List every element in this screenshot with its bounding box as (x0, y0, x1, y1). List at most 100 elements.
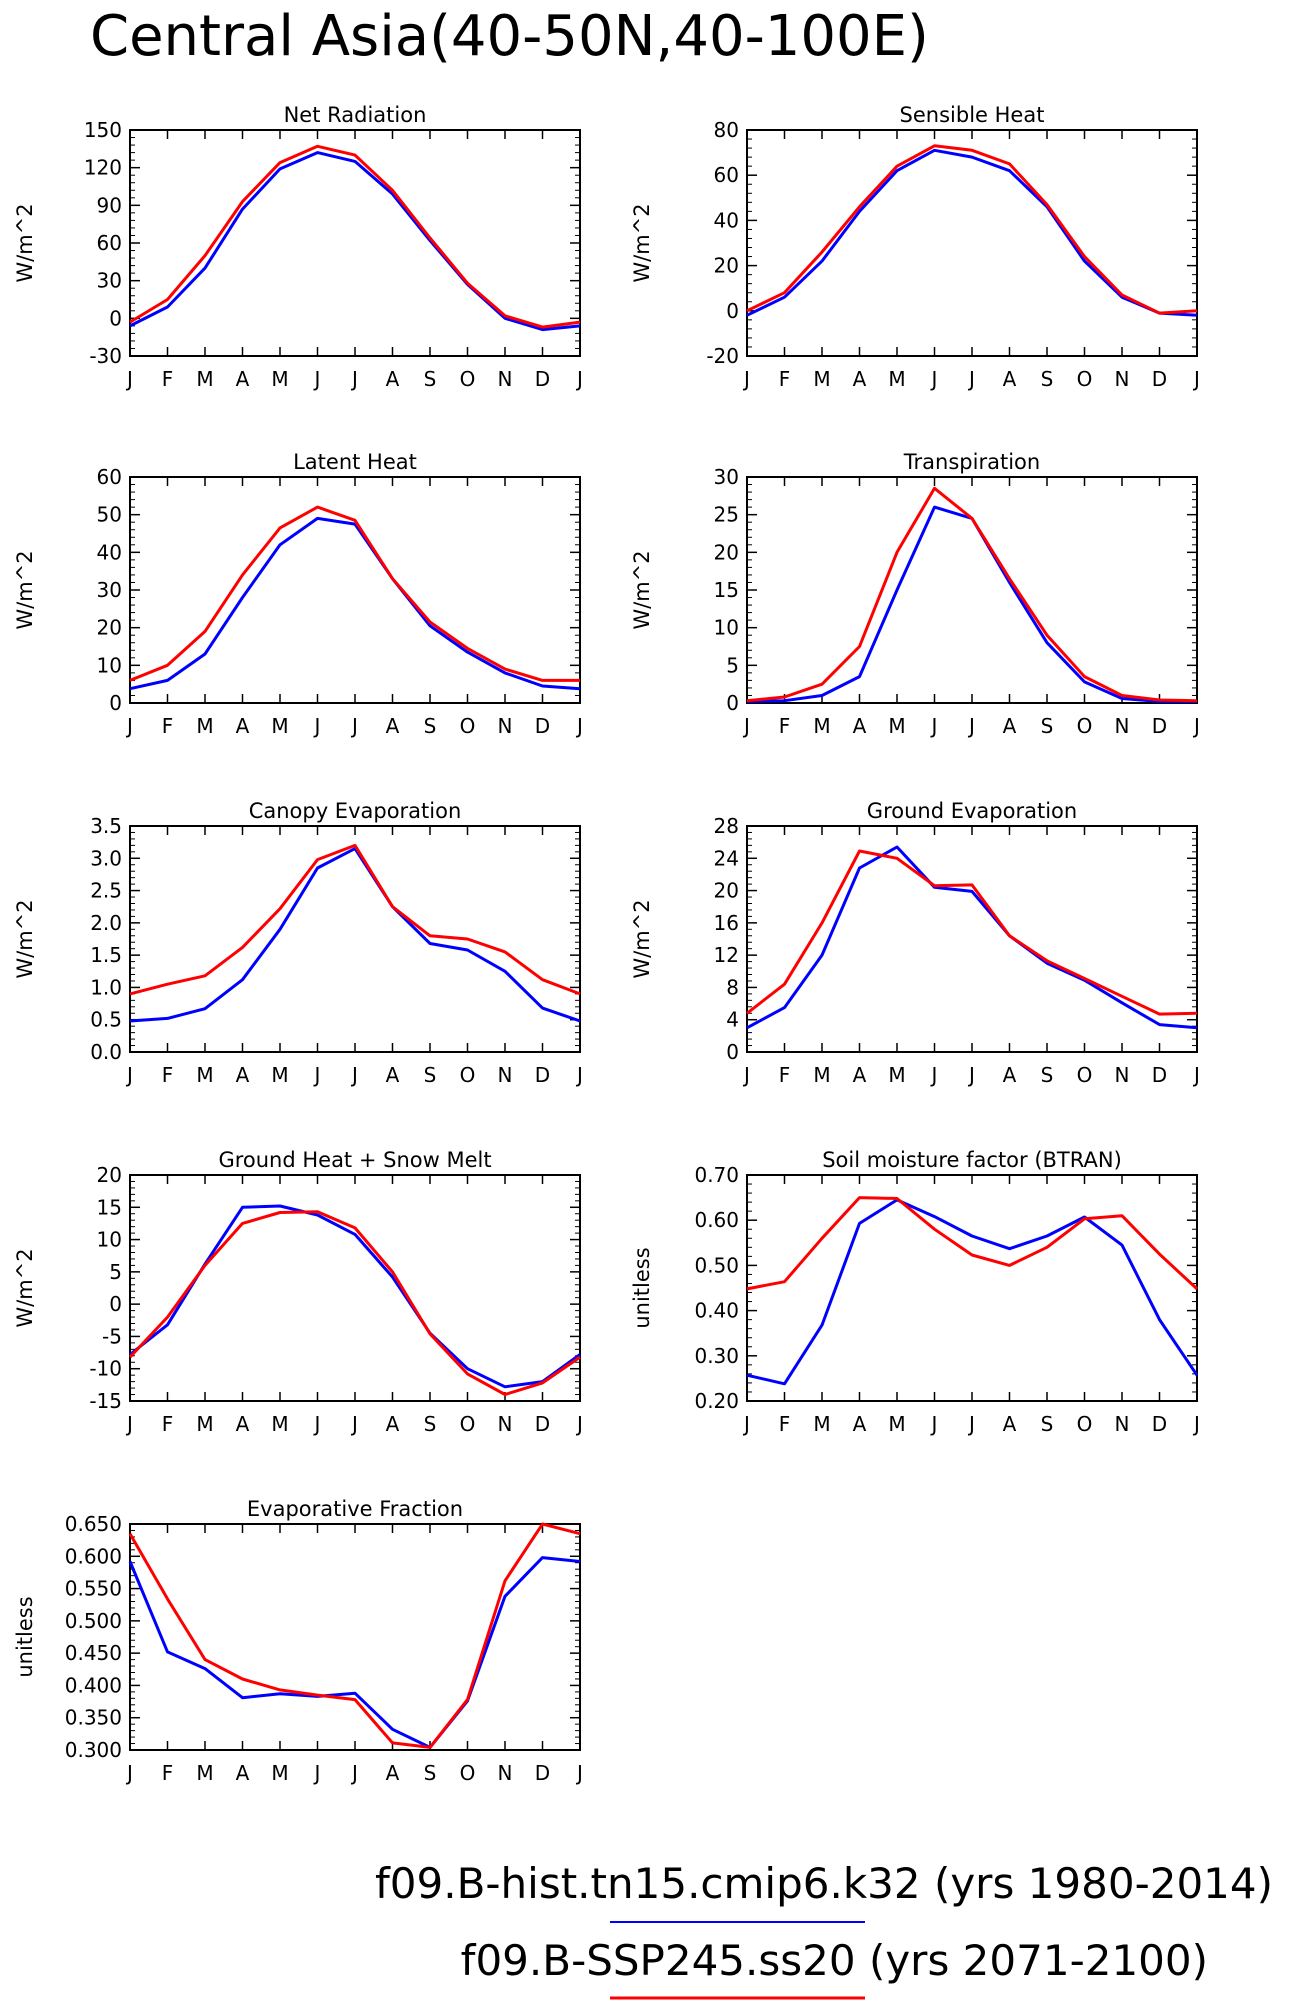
y-tick-label: 0 (726, 299, 739, 323)
x-tick-label: J (350, 1063, 358, 1087)
x-tick-label: F (162, 1412, 174, 1436)
x-tick-label: J (967, 1063, 975, 1087)
x-tick-label: F (162, 1063, 174, 1087)
x-tick-label: A (386, 714, 400, 738)
panel-title: Evaporative Fraction (247, 1497, 463, 1521)
y-tick-label: 50 (97, 503, 122, 527)
x-tick-label: A (386, 1412, 400, 1436)
x-tick-label: O (460, 1412, 476, 1436)
x-tick-label: J (1192, 1412, 1200, 1436)
y-tick-label: 0.350 (65, 1706, 122, 1730)
x-tick-label: D (1152, 1412, 1167, 1436)
x-tick-label: A (386, 1063, 400, 1087)
y-tick-label: -15 (89, 1389, 122, 1413)
y-tick-label: 30 (97, 269, 122, 293)
x-tick-label: O (460, 367, 476, 391)
y-tick-label: 28 (714, 814, 739, 838)
x-tick-label: S (424, 1412, 437, 1436)
panel-title: Latent Heat (293, 450, 417, 474)
series-line-ssp245 (129, 144, 581, 329)
y-tick-label: -5 (102, 1324, 122, 1348)
series-line-ssp245 (746, 1196, 1199, 1291)
y-axis-label: W/m^2 (13, 1248, 37, 1327)
y-tick-label: 25 (714, 503, 739, 527)
series-line-ssp245 (128, 1522, 581, 1749)
x-tick-label: D (1152, 1063, 1167, 1087)
series-line-ssp245 (746, 849, 1198, 1016)
y-tick-label: 5 (726, 653, 739, 677)
y-tick-label: 10 (714, 616, 739, 640)
x-tick-label: J (930, 1412, 938, 1436)
y-tick-label: 1.5 (90, 943, 122, 967)
x-tick-label: A (1003, 714, 1017, 738)
x-tick-label: J (575, 1761, 583, 1785)
series-line-hist (746, 845, 1198, 1030)
y-tick-label: 20 (97, 616, 122, 640)
series-line-hist (128, 1556, 581, 1749)
x-tick-label: S (424, 714, 437, 738)
x-tick-label: J (313, 1063, 321, 1087)
x-tick-label: O (460, 1761, 476, 1785)
x-tick-label: D (535, 1412, 550, 1436)
y-axis-label: W/m^2 (13, 550, 37, 629)
x-tick-label: J (742, 367, 750, 391)
panel-title: Soil moisture factor (BTRAN) (822, 1148, 1122, 1172)
legend: f09.B-hist.tn15.cmip6.k32 (yrs 1980-2014… (375, 1859, 1273, 2000)
legend-entry-ssp245-label: f09.B-SSP245.ss20 (yrs 2071-2100) (461, 1936, 1208, 1985)
x-tick-label: D (1152, 714, 1167, 738)
x-tick-label: S (424, 1761, 437, 1785)
x-tick-label: F (779, 1063, 791, 1087)
x-tick-label: D (535, 1761, 550, 1785)
y-tick-label: 10 (97, 653, 122, 677)
y-tick-label: 0.400 (65, 1673, 122, 1697)
y-tick-label: 2.0 (90, 911, 122, 935)
x-tick-label: A (853, 367, 867, 391)
y-tick-label: 20 (714, 254, 739, 278)
x-tick-label: J (313, 714, 321, 738)
x-tick-label: J (575, 1063, 583, 1087)
x-tick-label: O (1077, 1412, 1093, 1436)
y-tick-label: 0 (726, 1040, 739, 1064)
y-tick-label: 0.500 (65, 1609, 122, 1633)
y-tick-label: 0 (109, 691, 122, 715)
series-line-ssp245 (129, 843, 581, 996)
x-tick-label: M (196, 1412, 213, 1436)
y-tick-label: -10 (89, 1357, 122, 1381)
x-tick-label: F (162, 367, 174, 391)
y-tick-label: 40 (97, 540, 122, 564)
series-line-ssp245 (129, 505, 580, 682)
y-tick-label: 20 (714, 540, 739, 564)
x-tick-label: O (1077, 714, 1093, 738)
x-tick-label: J (125, 714, 133, 738)
y-tick-label: 24 (714, 846, 739, 870)
y-tick-label: 120 (84, 156, 122, 180)
x-tick-label: J (125, 367, 133, 391)
x-tick-label: J (967, 1412, 975, 1436)
x-tick-label: O (1077, 1063, 1093, 1087)
y-tick-label: 0.50 (694, 1253, 739, 1277)
x-tick-label: D (535, 714, 550, 738)
plot-frame (129, 1174, 581, 1402)
series-line-hist (129, 151, 581, 332)
x-tick-label: N (1115, 714, 1130, 738)
x-tick-label: A (1003, 367, 1017, 391)
x-tick-label: J (350, 1761, 358, 1785)
y-tick-label: 20 (97, 1163, 122, 1187)
x-tick-label: J (742, 1063, 750, 1087)
x-tick-label: F (162, 714, 174, 738)
panel-title: Net Radiation (284, 103, 427, 127)
y-axis-label: W/m^2 (630, 899, 654, 978)
y-tick-label: 12 (714, 943, 739, 967)
x-tick-label: N (1115, 367, 1130, 391)
y-tick-label: 0 (109, 1292, 122, 1316)
x-tick-label: S (1041, 367, 1054, 391)
plot-frame (129, 825, 581, 1053)
y-axis-label: W/m^2 (630, 203, 654, 282)
x-tick-label: A (853, 1412, 867, 1436)
x-tick-label: J (350, 367, 358, 391)
x-tick-label: M (196, 714, 213, 738)
